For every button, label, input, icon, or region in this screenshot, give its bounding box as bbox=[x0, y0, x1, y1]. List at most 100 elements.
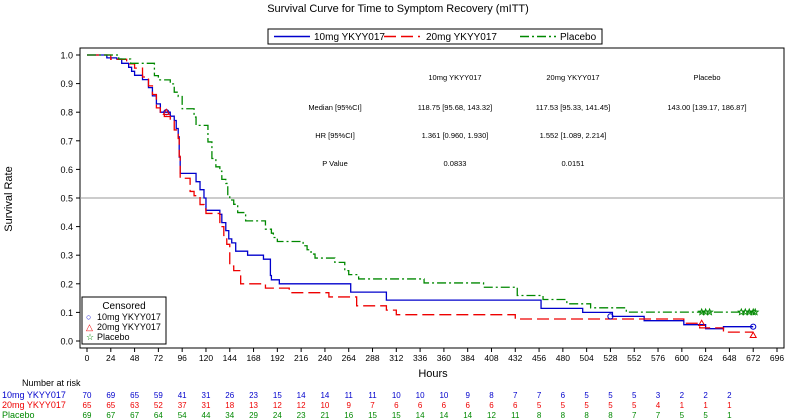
stats-row-label-median: Median [95%CI] bbox=[308, 103, 361, 112]
at-risk-value-placebo: 8 bbox=[537, 411, 542, 420]
top-legend: 10mg YKYY017 20mg YKYY017 Placebo bbox=[267, 28, 603, 45]
at-risk-value-20mg: 5 bbox=[561, 401, 566, 410]
curve-placebo bbox=[87, 54, 754, 313]
x-tick-label: 312 bbox=[389, 353, 403, 363]
at-risk-value-placebo: 14 bbox=[416, 411, 425, 420]
stats-row-label-pvalue: P Value bbox=[322, 159, 348, 168]
at-risk-value-20mg: 63 bbox=[130, 401, 139, 410]
censor-mark-20mg bbox=[162, 108, 171, 115]
at-risk-value-placebo: 15 bbox=[368, 411, 377, 420]
censored-label-10mg: 10mg YKYY017 bbox=[97, 312, 161, 322]
x-tick-label: 384 bbox=[461, 353, 475, 363]
at-risk-value-placebo: 67 bbox=[106, 411, 115, 420]
censored-symbol-10mg: ○ bbox=[86, 312, 91, 322]
at-risk-value-20mg: 6 bbox=[394, 401, 399, 410]
at-risk-value-placebo: 8 bbox=[584, 411, 589, 420]
y-tick-label: 0.7 bbox=[60, 136, 73, 146]
at-risk-value-10mg: 2 bbox=[680, 391, 685, 400]
stats-pvalue-10mg: 0.0833 bbox=[444, 159, 467, 168]
censor-mark-placebo bbox=[705, 307, 714, 316]
x-tick-label: 336 bbox=[413, 353, 427, 363]
at-risk-value-10mg: 5 bbox=[584, 391, 589, 400]
at-risk-value-10mg: 70 bbox=[83, 391, 92, 400]
x-tick-label: 288 bbox=[365, 353, 379, 363]
stats-median-placebo: 143.00 [139.17, 186.87] bbox=[667, 103, 746, 112]
at-risk-value-10mg: 7 bbox=[537, 391, 542, 400]
y-tick-label: 0.4 bbox=[60, 222, 73, 232]
stats-header-20mg: 20mg YKYY017 bbox=[546, 73, 599, 82]
stats-header-10mg: 10mg YKYY017 bbox=[428, 73, 481, 82]
at-risk-value-10mg: 6 bbox=[561, 391, 566, 400]
at-risk-table: 70 69 65 59 41 31 26 23 15 14 14 11 11 10 10 10 9 8 7 7 6 5 5 5… bbox=[83, 391, 733, 420]
censored-legend-box bbox=[81, 296, 167, 345]
at-risk-value-placebo: 64 bbox=[154, 411, 163, 420]
at-risk-value-10mg: 59 bbox=[154, 391, 163, 400]
at-risk-value-20mg: 52 bbox=[154, 401, 163, 410]
at-risk-value-20mg: 4 bbox=[656, 401, 661, 410]
at-risk-value-placebo: 15 bbox=[392, 411, 401, 420]
at-risk-value-10mg: 7 bbox=[513, 391, 518, 400]
at-risk-value-20mg: 1 bbox=[727, 401, 732, 410]
at-risk-value-placebo: 12 bbox=[487, 411, 496, 420]
at-risk-value-10mg: 2 bbox=[727, 391, 732, 400]
at-risk-value-10mg: 65 bbox=[130, 391, 139, 400]
stats-hr-20mg: 1.552 [1.089, 2.214] bbox=[540, 131, 607, 140]
y-tick-label: 0.3 bbox=[60, 251, 73, 261]
x-tick-label: 648 bbox=[722, 353, 736, 363]
at-risk-value-20mg: 6 bbox=[489, 401, 494, 410]
at-risk-value-20mg: 5 bbox=[632, 401, 637, 410]
at-risk-value-10mg: 8 bbox=[489, 391, 494, 400]
x-tick-label: 240 bbox=[318, 353, 332, 363]
censored-label-placebo: Placebo bbox=[97, 332, 130, 342]
censor-mark-20mg bbox=[697, 319, 706, 326]
curve-10mg bbox=[87, 54, 754, 330]
at-risk-value-20mg: 6 bbox=[513, 401, 518, 410]
y-tick-label: 1.0 bbox=[60, 51, 73, 61]
legend-label-placebo: Placebo bbox=[560, 32, 597, 43]
at-risk-value-placebo: 14 bbox=[439, 411, 448, 420]
at-risk-value-placebo: 8 bbox=[561, 411, 566, 420]
x-axis-label: Hours bbox=[418, 368, 448, 380]
at-risk-value-10mg: 26 bbox=[225, 391, 234, 400]
x-tick-label: 504 bbox=[580, 353, 594, 363]
at-risk-value-20mg: 13 bbox=[249, 401, 258, 410]
at-risk-value-10mg: 2 bbox=[703, 391, 708, 400]
y-axis: 0.0 0.1 0.2 0.3 0.4 0.5 0.6 0.7 0.8 0.9 1.0 bbox=[60, 51, 80, 347]
at-risk-value-10mg: 3 bbox=[656, 391, 661, 400]
at-risk-value-10mg: 15 bbox=[273, 391, 282, 400]
survival-curves bbox=[87, 54, 754, 333]
y-axis-label: Survival Rate bbox=[3, 166, 15, 231]
x-tick-label: 432 bbox=[508, 353, 522, 363]
at-risk-label-20mg: 20mg YKYY017 bbox=[2, 400, 66, 410]
at-risk-value-20mg: 7 bbox=[370, 401, 375, 410]
censor-marks bbox=[162, 108, 760, 338]
at-risk-value-20mg: 31 bbox=[202, 401, 211, 410]
at-risk-value-placebo: 7 bbox=[656, 411, 661, 420]
x-tick-label: 480 bbox=[556, 353, 570, 363]
at-risk-value-20mg: 5 bbox=[584, 401, 589, 410]
at-risk-value-placebo: 1 bbox=[727, 411, 732, 420]
at-risk-value-10mg: 31 bbox=[202, 391, 211, 400]
x-tick-label: 624 bbox=[699, 353, 713, 363]
x-tick-label: 360 bbox=[437, 353, 451, 363]
x-tick-label: 528 bbox=[603, 353, 617, 363]
at-risk-value-10mg: 14 bbox=[297, 391, 306, 400]
x-tick-label: 144 bbox=[223, 353, 237, 363]
at-risk-value-placebo: 8 bbox=[608, 411, 613, 420]
at-risk-value-10mg: 10 bbox=[416, 391, 425, 400]
y-tick-label: 0.8 bbox=[60, 108, 73, 118]
x-tick-label: 264 bbox=[342, 353, 356, 363]
x-tick-label: 216 bbox=[294, 353, 308, 363]
y-tick-label: 0.1 bbox=[60, 308, 73, 318]
at-risk-value-10mg: 9 bbox=[465, 391, 470, 400]
censor-mark-placebo bbox=[750, 307, 760, 316]
at-risk-value-20mg: 5 bbox=[608, 401, 613, 410]
y-tick-label: 0.0 bbox=[60, 337, 73, 347]
at-risk-value-10mg: 14 bbox=[320, 391, 329, 400]
at-risk-value-20mg: 18 bbox=[225, 401, 234, 410]
stats-header-placebo: Placebo bbox=[693, 73, 720, 82]
x-tick-label: 168 bbox=[246, 353, 260, 363]
x-tick-label: 552 bbox=[627, 353, 641, 363]
stats-median-10mg: 118.75 [95.68, 143.32] bbox=[418, 103, 493, 112]
